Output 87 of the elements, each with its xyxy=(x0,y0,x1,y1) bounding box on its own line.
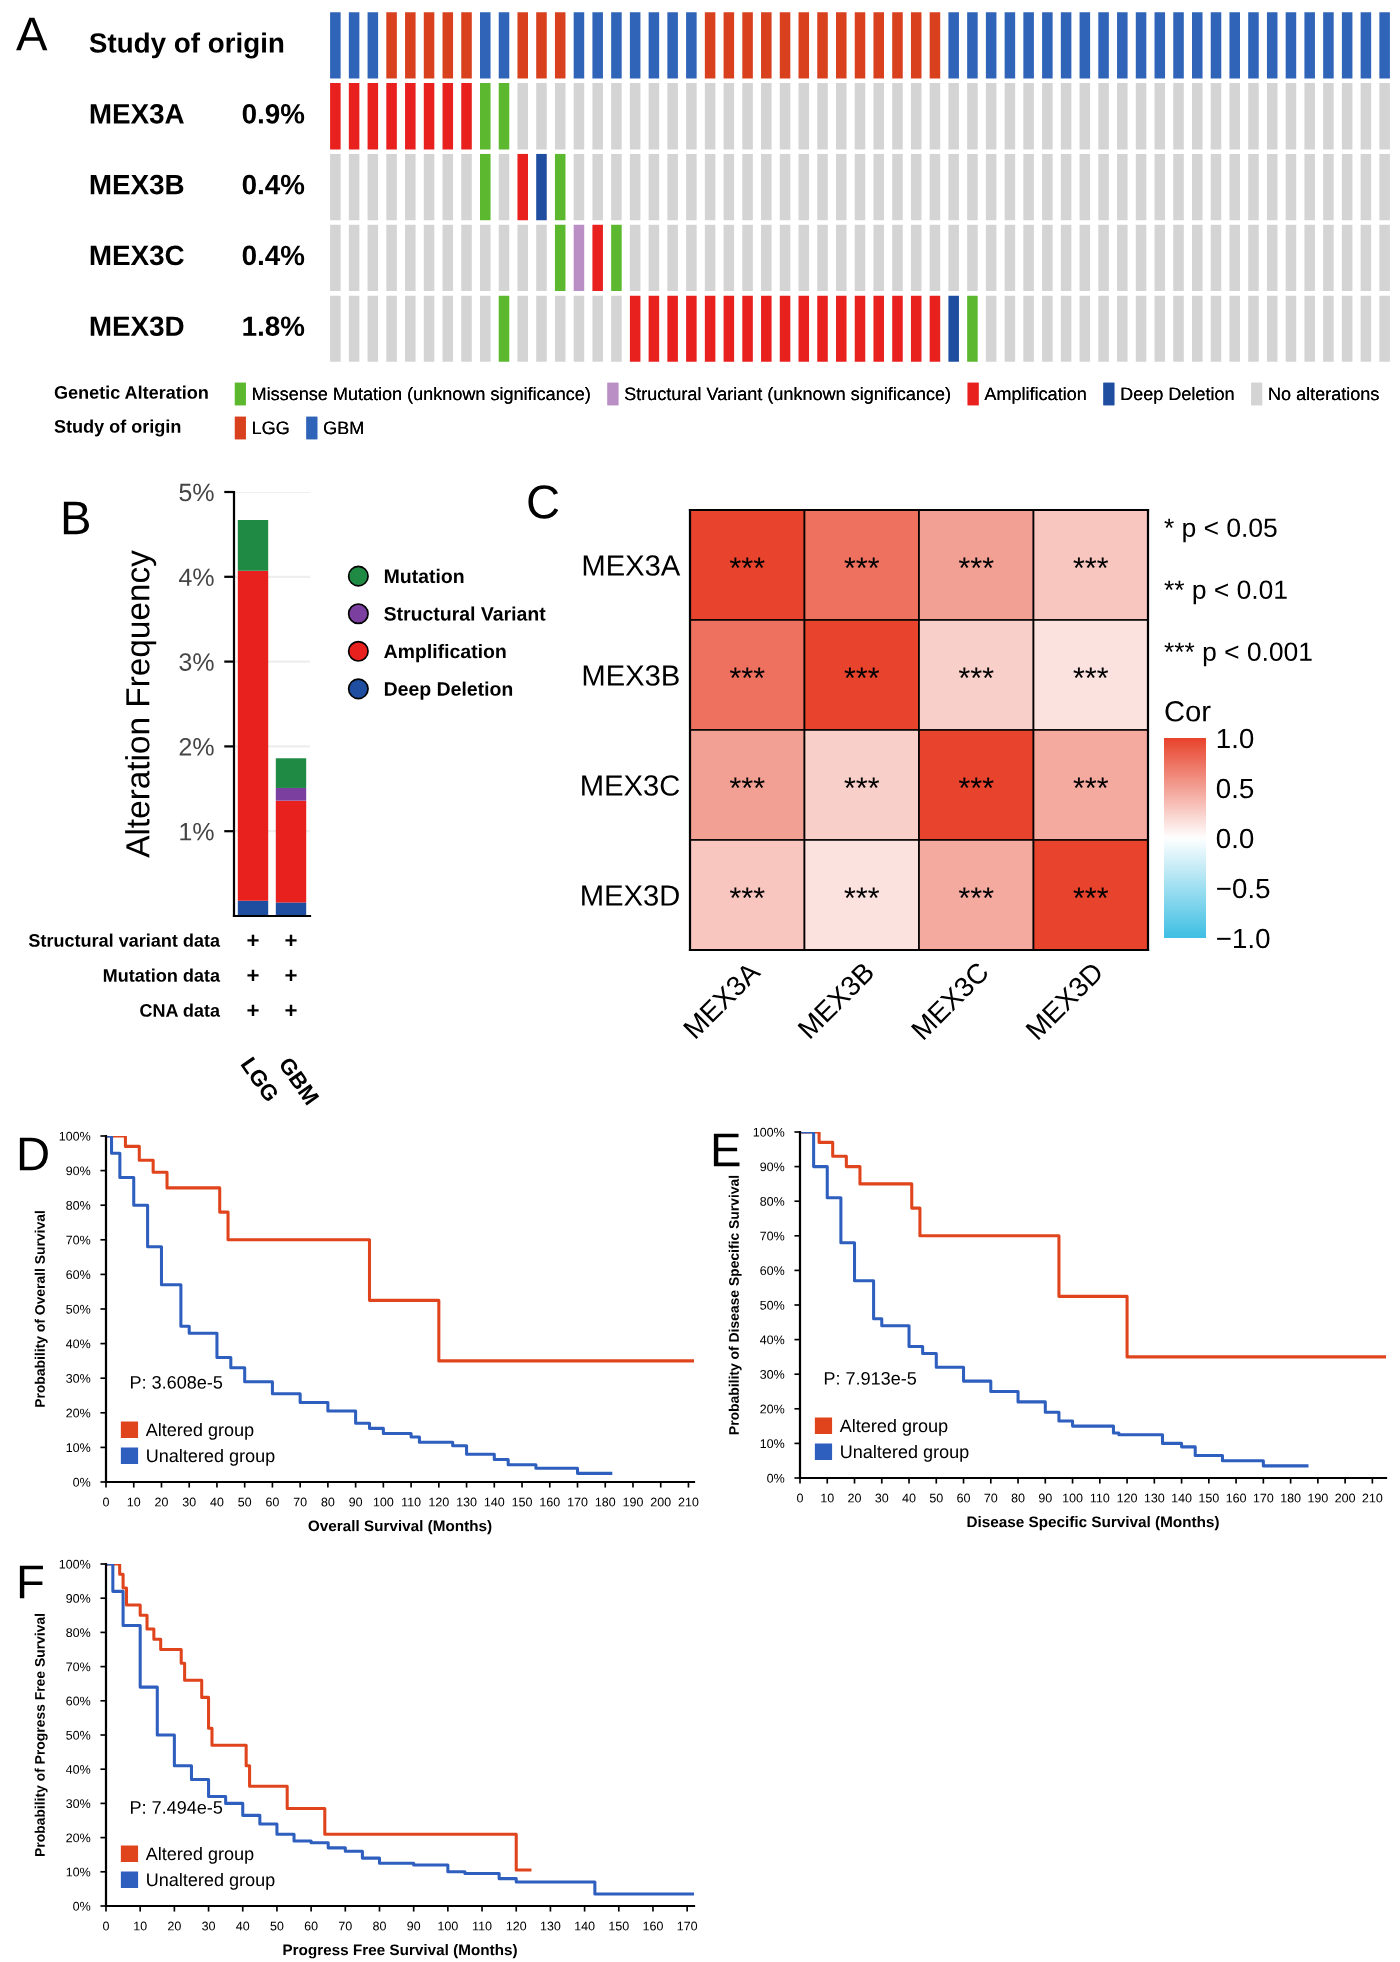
text: + xyxy=(247,934,259,946)
y-axis-title: Alteration Frequency xyxy=(125,550,157,858)
text: 0.4% xyxy=(242,174,305,195)
legend-label: GBM xyxy=(324,421,363,435)
text: 1.8% xyxy=(243,316,305,337)
data-label: *** xyxy=(958,777,994,789)
text: + xyxy=(285,1004,297,1016)
legend-label: Deep Deletion xyxy=(1121,386,1234,404)
chart-title: F xyxy=(19,1565,43,1599)
data-label: *** xyxy=(844,557,880,569)
data-label: *** xyxy=(844,777,880,789)
text: MEX3B xyxy=(90,174,184,195)
legend-label: LGG xyxy=(253,421,289,435)
chart-title: A xyxy=(16,17,48,51)
text: CNA data xyxy=(140,1003,221,1017)
text: Structural variant data xyxy=(28,933,221,947)
color-bar-label: 0.5 xyxy=(1216,778,1254,799)
bar xyxy=(237,900,269,916)
data-label: *** xyxy=(729,887,765,899)
legend-label: Altered group xyxy=(839,1418,948,1436)
legend-label: Unaltered group xyxy=(147,1872,275,1890)
y-tick-label: MEX3A xyxy=(583,555,681,576)
bar xyxy=(275,758,307,788)
legend-label: Structural Variant (unknown significance) xyxy=(625,386,950,404)
data-label: *** xyxy=(958,887,994,899)
y-tick-label: 1% xyxy=(180,822,214,841)
chart-title: C xyxy=(528,485,559,519)
text: MEX3D xyxy=(90,316,184,337)
text: Study of origin xyxy=(89,32,284,59)
data-label: *** xyxy=(729,557,765,569)
data-label: *** xyxy=(1073,557,1109,569)
data-label: *** xyxy=(958,667,994,679)
legend-title: Genetic Alteration xyxy=(54,385,208,399)
bar xyxy=(237,519,269,571)
y-tick-label: 2% xyxy=(179,738,214,756)
legend-label: Amplification xyxy=(984,386,1086,404)
annotation: P: 7.913e-5 xyxy=(824,1371,917,1385)
chart-title: B xyxy=(63,501,89,535)
annotation: P: 7.494e-5 xyxy=(131,1801,223,1814)
color-bar-label: 1.0 xyxy=(1217,728,1254,749)
legend-label: Deep Deletion xyxy=(384,681,513,700)
bar xyxy=(275,787,307,801)
text: Mutation data xyxy=(103,968,221,982)
y-tick-label: 3% xyxy=(179,653,214,671)
color-bar-label: −1.0 xyxy=(1217,928,1270,949)
text: * p < 0.05 xyxy=(1164,518,1277,543)
legend-label: No alterations xyxy=(1269,386,1379,401)
legend-label: Unaltered group xyxy=(147,1448,275,1466)
y-tick-label: MEX3D xyxy=(582,885,679,906)
data-label: *** xyxy=(1073,777,1109,789)
y-tick-label: MEX3C xyxy=(582,775,680,796)
text: + xyxy=(247,1004,259,1016)
color-bar-title: Cor xyxy=(1165,700,1211,722)
text: MEX3A xyxy=(90,103,184,124)
data-label: *** xyxy=(844,887,880,899)
color-bar-label: 0.0 xyxy=(1216,828,1254,849)
y-tick-label: MEX3B xyxy=(583,665,679,686)
legend-label: Missense Mutation (unknown significance) xyxy=(253,386,590,404)
text: 0.4% xyxy=(242,245,305,266)
chart-title: D xyxy=(19,1137,48,1171)
data-label: *** xyxy=(958,557,994,569)
y-tick-label: 4% xyxy=(179,568,214,587)
legend-label: Structural Variant xyxy=(384,606,546,621)
text: + xyxy=(285,969,297,981)
data-label: *** xyxy=(1073,887,1109,899)
legend-label: Unaltered group xyxy=(841,1444,969,1462)
text: ** p < 0.01 xyxy=(1164,580,1287,605)
data-label: *** xyxy=(844,667,880,679)
text: + xyxy=(247,969,259,981)
text: *** p < 0.001 xyxy=(1164,642,1312,667)
text: 0.9% xyxy=(242,103,305,124)
legend-label: Amplification xyxy=(384,644,506,663)
text: + xyxy=(285,934,297,946)
legend-label: Altered group xyxy=(145,1846,254,1864)
data-label: *** xyxy=(1073,667,1109,679)
color-bar-label: −0.5 xyxy=(1217,878,1270,899)
bar xyxy=(275,902,307,916)
data-label: *** xyxy=(729,667,765,679)
data-label: *** xyxy=(729,777,765,789)
annotation: P: 3.608e-5 xyxy=(131,1375,223,1389)
legend-label: Mutation xyxy=(384,568,464,584)
y-tick-label: 5% xyxy=(179,483,214,502)
legend-label: Altered group xyxy=(145,1422,254,1440)
chart-title: E xyxy=(713,1133,740,1167)
text: Study of origin xyxy=(54,419,181,437)
bar xyxy=(275,800,307,903)
text: MEX3C xyxy=(90,245,184,266)
